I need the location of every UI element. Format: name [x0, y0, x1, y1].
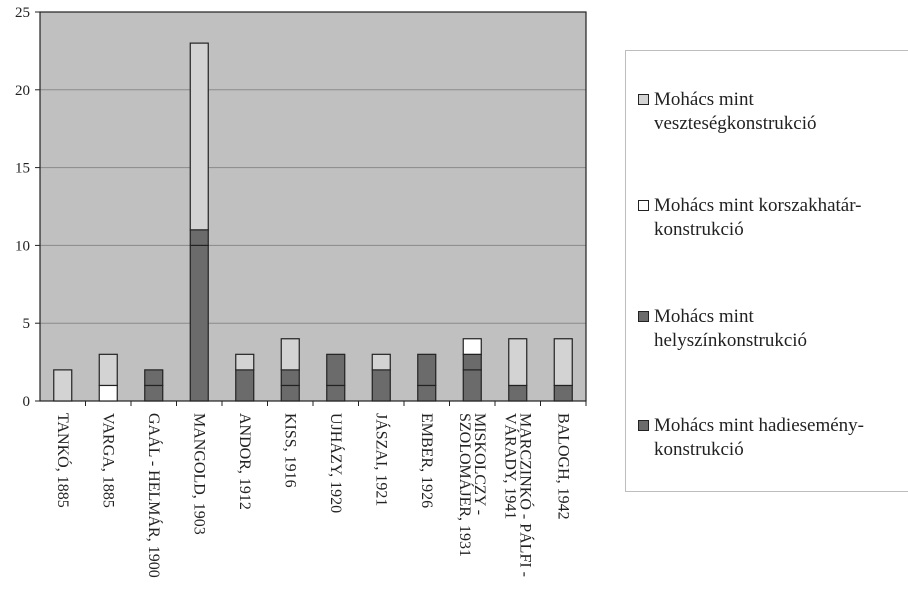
x-tick-label-line: KISS, 1916	[281, 413, 298, 488]
x-tick-label: TANKÓ, 1885	[54, 413, 73, 508]
bar-segment	[190, 230, 208, 246]
bar-segment	[554, 385, 572, 401]
legend-swatch-veszteseg	[638, 94, 649, 105]
x-tick-label-line: ANDOR, 1912	[236, 413, 253, 510]
bar-segment	[509, 339, 527, 386]
x-tick-label: JÁSZAI, 1921	[372, 413, 391, 506]
x-tick-label: MARCZINKÓ - PÁLFI -VÁRADY, 1941	[501, 413, 535, 577]
bar-segment	[463, 339, 481, 355]
legend-label-veszteseg: Mohács mint veszteségkonstrukció	[638, 88, 903, 136]
legend-swatch-helyszin	[638, 311, 649, 322]
bar-segment	[509, 385, 527, 401]
legend-item-hadiesemeny: Mohács mint hadiesemény-konstrukció	[638, 414, 903, 462]
y-tick-label: 0	[23, 394, 31, 410]
bar-segment	[554, 339, 572, 386]
legend-swatch-korszakhatar	[638, 200, 649, 211]
bar-segment	[145, 385, 163, 401]
bar-segment	[463, 354, 481, 370]
x-tick-label: GAÁL - HELMÁR, 1900	[145, 413, 164, 578]
bar-segment	[418, 354, 436, 385]
bar-segment	[281, 370, 299, 386]
x-tick-label-line: JÁSZAI, 1921	[372, 413, 391, 506]
bar-segment	[145, 370, 163, 386]
x-tick-label-line: UJHÁZY, 1920	[327, 413, 346, 513]
bar-segment	[236, 354, 254, 370]
y-tick-label: 25	[15, 5, 30, 21]
x-tick-label: MANGOLD, 1903	[190, 413, 207, 535]
bar-segment	[327, 385, 345, 401]
x-tick-label-line: SZOLOMÁJER, 1931	[456, 413, 475, 557]
bar-segment	[372, 370, 390, 401]
bar-segment	[418, 385, 436, 401]
y-tick-label: 10	[15, 238, 30, 254]
bar-segment	[327, 354, 345, 385]
bar-segment	[190, 43, 208, 230]
legend-label-korszakhatar: Mohács mint korszakhatár-konstrukció	[638, 194, 903, 242]
bar-segment	[281, 339, 299, 370]
x-tick-label: MISKOLCZY -SZOLOMÁJER, 1931	[456, 413, 488, 557]
bar-segment	[372, 354, 390, 370]
plot-area	[40, 12, 586, 401]
x-tick-label: ANDOR, 1912	[236, 413, 253, 510]
x-tick-label: EMBER, 1926	[418, 413, 435, 508]
x-tick-label-line: VÁRADY, 1941	[501, 413, 520, 519]
chart-legend: Mohács mint veszteségkonstrukció Mohács …	[625, 50, 908, 492]
legend-item-veszteseg: Mohács mint veszteségkonstrukció	[638, 88, 903, 136]
bar-segment	[281, 385, 299, 401]
legend-label-hadiesemeny: Mohács mint hadiesemény-konstrukció	[638, 414, 903, 462]
bar-segment	[236, 370, 254, 401]
bar-segment	[99, 385, 117, 401]
legend-label-helyszin: Mohács mint helyszínkonstrukció	[638, 305, 903, 353]
bar-segment	[54, 370, 72, 401]
bar-segment	[463, 370, 481, 401]
x-tick-label-line: VARGA, 1885	[99, 413, 116, 508]
bar-segment	[190, 245, 208, 401]
stacked-bar-chart: 0 5 10 15 20 25 TANKÓ, 1885 VARGA, 1885 GAÁL - H…	[0, 0, 625, 608]
bar-segment	[99, 354, 117, 385]
x-tick-label-line: MANGOLD, 1903	[190, 413, 207, 535]
x-tick-label: UJHÁZY, 1920	[327, 413, 346, 513]
y-tick-label: 5	[23, 316, 31, 332]
legend-item-korszakhatar: Mohács mint korszakhatár-konstrukció	[638, 194, 903, 242]
x-tick-label-line: EMBER, 1926	[418, 413, 435, 508]
x-tick-label: VARGA, 1885	[99, 413, 116, 508]
x-tick-label: KISS, 1916	[281, 413, 298, 488]
y-tick-label: 20	[15, 83, 30, 99]
x-tick-label-line: TANKÓ, 1885	[54, 413, 73, 508]
legend-item-helyszin: Mohács mint helyszínkonstrukció	[638, 305, 903, 353]
y-tick-label: 15	[15, 161, 30, 177]
x-tick-label-line: GAÁL - HELMÁR, 1900	[145, 413, 164, 578]
x-tick-label: BALOGH, 1942	[554, 413, 571, 520]
legend-swatch-hadiesemeny	[638, 420, 649, 431]
x-tick-label-line: BALOGH, 1942	[554, 413, 571, 520]
